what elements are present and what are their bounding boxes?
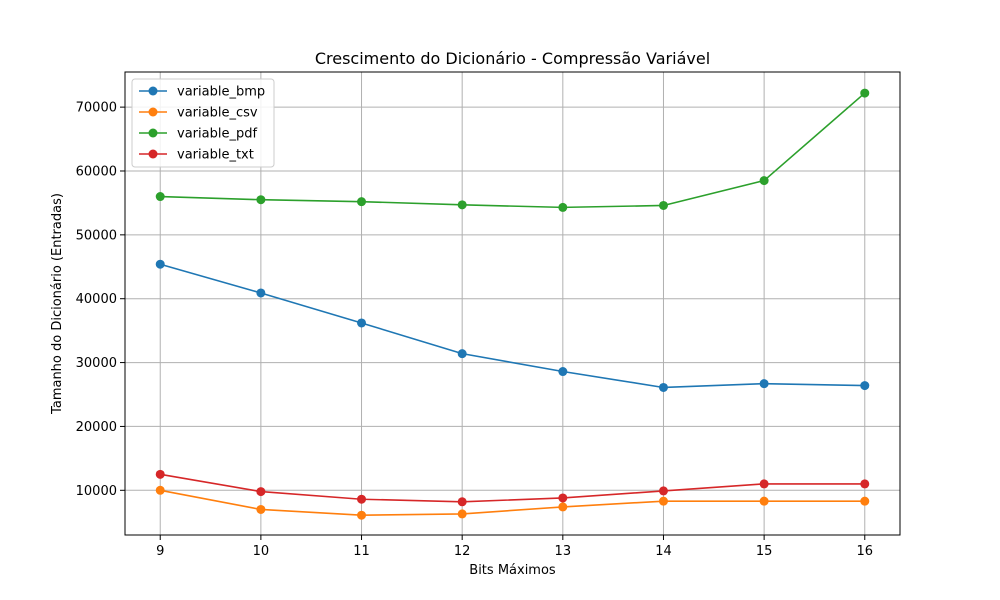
data-point	[155, 469, 165, 479]
x-tick-label: 11	[353, 544, 370, 559]
y-axis-label: Tamanho do Dicionário (Entradas)	[50, 193, 65, 415]
x-tick-label: 12	[454, 544, 471, 559]
series-line	[160, 489, 865, 517]
series-line	[160, 92, 866, 209]
data-point	[759, 379, 769, 389]
legend-item-variable_csv: variable_csv	[139, 106, 258, 121]
data-point	[558, 493, 568, 503]
y-tick-label: 50000	[76, 228, 117, 243]
legend-swatch-marker	[148, 128, 158, 138]
x-tick-label: 16	[856, 544, 873, 559]
x-tick-label: 15	[756, 544, 773, 559]
ticks: 9 10 11 12 13 14 15 16 10000 20000 30000 40000 50000…	[76, 101, 873, 559]
y-tick-label: 10000	[76, 484, 117, 499]
data-point	[155, 259, 165, 269]
y-tick-label: 30000	[76, 356, 117, 371]
data-point	[457, 349, 467, 359]
data-point	[357, 494, 367, 504]
data-point	[457, 200, 467, 210]
data-point	[256, 504, 266, 514]
plot-frame	[124, 71, 901, 536]
data-point	[457, 497, 467, 507]
data-point	[860, 381, 870, 391]
data-point	[860, 88, 870, 98]
data-point	[155, 192, 165, 202]
data-point	[357, 510, 367, 520]
data-point	[357, 197, 367, 207]
data-point	[256, 195, 266, 205]
legend: variable_bmp variable_csv variable_pdfvari…	[131, 78, 275, 168]
data-point	[357, 318, 367, 328]
series-layer	[155, 88, 870, 520]
data-point	[658, 496, 668, 506]
data-point	[558, 202, 568, 212]
legend-swatch-marker	[148, 149, 158, 159]
data-point	[658, 382, 668, 392]
series-variable_csv	[155, 485, 870, 520]
y-tick-label: 40000	[76, 292, 117, 307]
data-point	[759, 496, 769, 506]
data-point	[155, 485, 165, 495]
data-point	[658, 200, 668, 210]
series-variable_bmp	[155, 259, 870, 392]
series-line	[160, 473, 865, 503]
x-tick-label: 14	[655, 544, 672, 559]
legend-label: variable_bmp	[177, 85, 265, 100]
legend-label: variable_txt	[177, 148, 254, 163]
x-tick-label: 10	[253, 544, 270, 559]
data-point	[658, 486, 668, 496]
x-axis-label: Bits Máximos	[469, 563, 556, 578]
series-line	[160, 263, 865, 389]
data-point	[759, 176, 769, 186]
data-point	[860, 479, 870, 489]
legend-box	[131, 78, 275, 168]
data-point	[860, 496, 870, 506]
data-point	[256, 288, 266, 298]
legend-swatch-marker	[148, 86, 158, 96]
series-variable_txt	[155, 469, 870, 507]
data-point	[457, 509, 467, 519]
x-tick-label: 13	[555, 544, 572, 559]
y-tick-label: 70000	[76, 101, 117, 116]
legend-item-variable_txt: variable_txt	[139, 148, 254, 163]
data-point	[558, 367, 568, 377]
legend-item-variable_bmp: variable_bmp	[139, 85, 265, 100]
legend-label: variable_pdf	[177, 127, 257, 142]
data-point	[558, 502, 568, 512]
x-tick-label: 9	[156, 544, 164, 559]
data-point	[256, 487, 266, 497]
chart-title: Crescimento do Dicionário - Compressão V…	[315, 49, 710, 68]
y-tick-label: 20000	[76, 420, 117, 435]
legend-swatch-marker	[148, 107, 158, 117]
y-tick-label: 60000	[76, 164, 117, 179]
legend-label: variable_csv	[177, 106, 258, 121]
series-variable_pdf	[155, 88, 870, 212]
legend-item-variable_pdf: variable_pdf	[139, 127, 257, 142]
data-point	[759, 479, 769, 489]
